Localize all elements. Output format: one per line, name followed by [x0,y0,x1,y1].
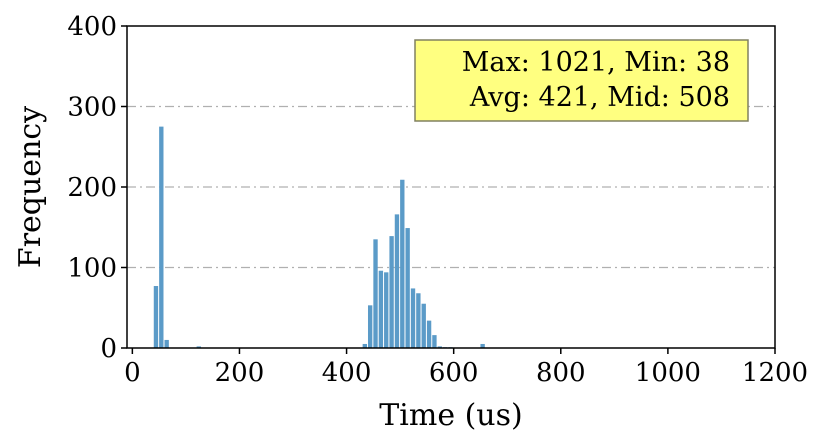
histogram-bar [159,126,164,348]
histogram-bar [164,339,169,348]
stats-annotation-line-2: Avg: 421, Mid: 508 [469,82,730,113]
gridlines [127,105,775,269]
bars [153,126,485,348]
y-tick-label: 300 [67,93,117,123]
histogram-bar [421,303,426,348]
y-tick-label: 200 [67,173,117,203]
histogram-bar [373,239,378,348]
histogram-bar [426,320,432,348]
histogram-bar [367,305,373,348]
histogram-bar [437,346,442,348]
x-tick-label: 800 [536,358,586,388]
histogram-bar [384,272,389,348]
x-tick-label: 400 [322,358,372,388]
histogram-bar [196,346,201,348]
y-ticks: 0 100 200 300 400 [67,12,127,364]
x-tick-label: 1200 [742,358,808,388]
histogram-bar [405,228,410,348]
x-ticks: 0 200 400 600 800 1000 1200 [124,348,808,388]
x-tick-label: 1000 [635,358,701,388]
histogram-bar [389,236,394,348]
histogram-bar [416,293,421,348]
stats-annotation-box [414,39,749,122]
y-axis-label: Frequency [13,106,48,268]
histogram-bar [400,179,405,348]
histogram-bar [410,288,416,348]
x-tick-label: 0 [124,358,141,388]
y-tick-label: 100 [67,254,117,284]
histogram-bar [362,343,367,348]
y-tick-label: 0 [100,334,117,364]
y-tick-label: 400 [67,12,117,42]
x-tick-label: 600 [429,358,479,388]
histogram-bar [378,270,384,348]
histogram-bar [153,286,159,348]
histogram-bar [394,214,400,348]
stats-annotation: Max: 1021, Min: 38 Avg: 421, Mid: 508 [414,39,749,122]
histogram-bar [480,343,485,348]
x-axis-label: Time (us) [379,398,522,433]
histogram-bar [432,335,437,348]
stats-annotation-line-1: Max: 1021, Min: 38 [462,47,730,78]
x-tick-label: 200 [215,358,265,388]
